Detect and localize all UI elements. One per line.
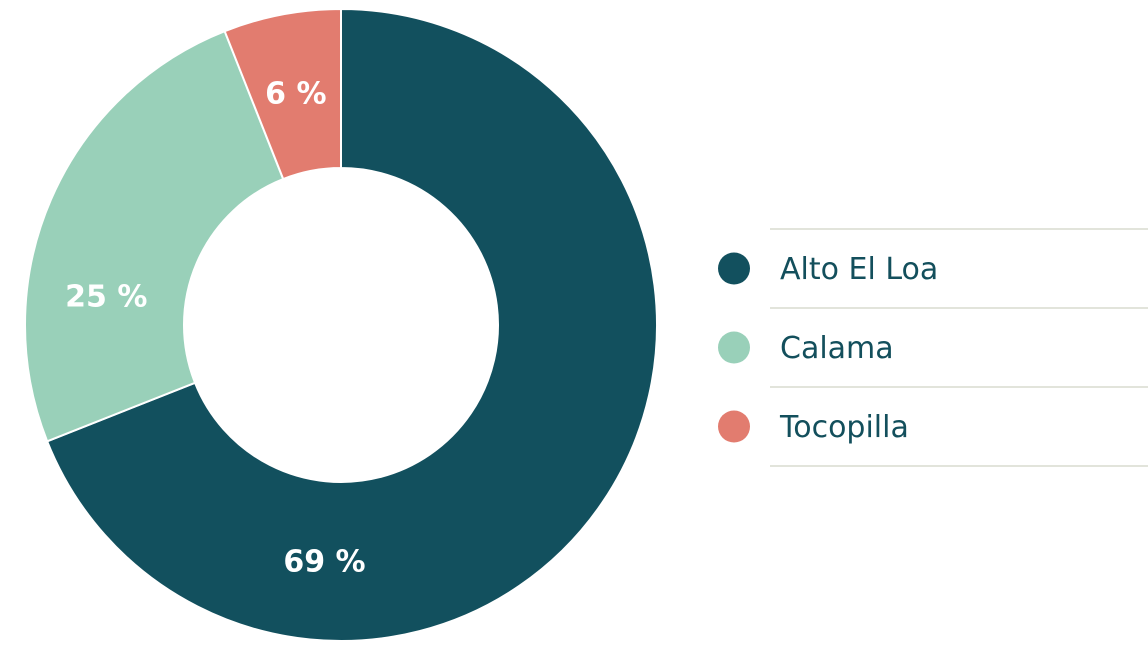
legend-dot (718, 410, 750, 443)
legend-dot (718, 331, 750, 364)
donut-slice (45, 7, 658, 642)
slice-label: 69 % (283, 544, 365, 579)
donut-slice (223, 7, 342, 181)
legend-label: Tocopilla (779, 410, 909, 445)
donut-slice (24, 29, 285, 443)
legend-label: Alto El Loa (780, 252, 938, 287)
slice-label: 25 % (65, 280, 147, 315)
legend-label: Calama (780, 331, 894, 366)
legend-dot (718, 252, 750, 285)
slice-label: 6 % (265, 76, 326, 111)
